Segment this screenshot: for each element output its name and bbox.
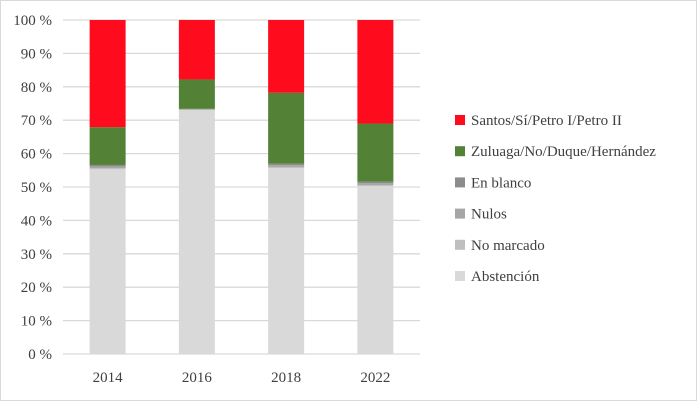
- x-tick-label: 2014: [93, 370, 124, 386]
- bar-segment: [268, 92, 305, 164]
- legend-label: Zuluaga/No/Duque/Hernández: [471, 144, 656, 160]
- bar-segment: [89, 164, 126, 167]
- bar-segment: [178, 109, 215, 110]
- bar-segment: [357, 20, 394, 124]
- bar-segment: [178, 110, 215, 355]
- legend-swatch: [455, 146, 465, 157]
- y-tick-label: 10 %: [21, 314, 52, 330]
- bar-segment: [89, 166, 126, 169]
- bar-segment: [178, 79, 215, 109]
- bar-segment: [357, 123, 394, 182]
- legend-swatch: [455, 239, 465, 250]
- bar-segment: [357, 185, 394, 354]
- legend-label: No marcado: [471, 238, 545, 254]
- y-tick-label: 60 %: [21, 147, 52, 163]
- y-tick-label: 70 %: [21, 113, 52, 129]
- bar-segment: [268, 20, 305, 93]
- legend-label: Nulos: [471, 207, 507, 223]
- bar-segment: [268, 166, 305, 168]
- y-tick-label: 0 %: [28, 347, 52, 363]
- y-tick-label: 20 %: [21, 280, 52, 296]
- y-tick-label: 30 %: [21, 247, 52, 263]
- bar-segment: [357, 184, 394, 186]
- legend-swatch: [455, 115, 465, 125]
- y-tick-label: 90 %: [21, 46, 52, 62]
- x-tick-label: 2018: [271, 370, 301, 386]
- bar-segment: [89, 169, 126, 354]
- bar-segment: [268, 167, 305, 354]
- bar-segment: [357, 181, 394, 184]
- y-tick-label: 80 %: [21, 80, 52, 96]
- bar-segment: [268, 163, 305, 166]
- y-tick-label: 100 %: [13, 13, 52, 29]
- y-tick-label: 50 %: [21, 180, 52, 196]
- legend-label: Santos/Sí/Petro I/Petro II: [471, 113, 622, 129]
- x-tick-label: 2022: [360, 370, 390, 386]
- bar-segment: [357, 183, 394, 185]
- legend-swatch: [455, 271, 465, 281]
- legend-label: En blanco: [471, 175, 531, 191]
- bar-segment: [268, 165, 305, 167]
- y-tick-label: 40 %: [21, 213, 52, 229]
- bar-segment: [89, 20, 126, 128]
- x-tick-label: 2016: [182, 370, 213, 386]
- legend-label: Abstención: [471, 269, 540, 285]
- bar-segment: [89, 168, 126, 170]
- legend-swatch: [455, 208, 465, 219]
- legend-swatch: [455, 177, 465, 188]
- bar-segment: [89, 127, 126, 165]
- bar-segment: [178, 20, 215, 80]
